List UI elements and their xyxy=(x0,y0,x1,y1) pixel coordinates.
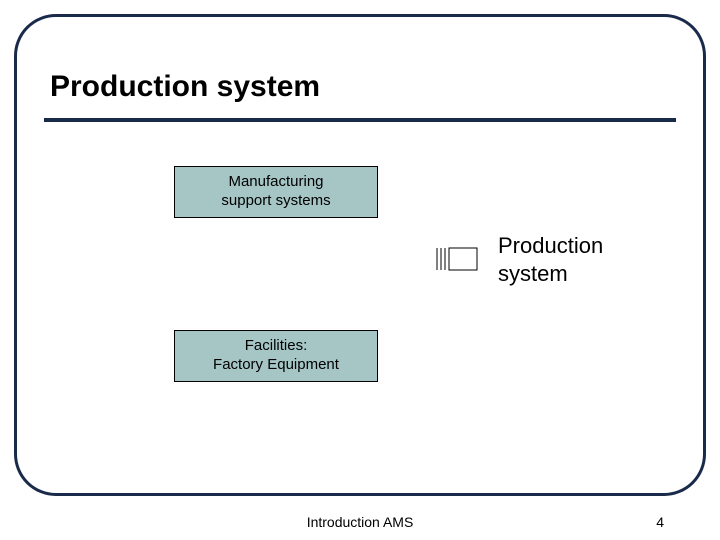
page-number: 4 xyxy=(656,514,664,530)
slide-title: Production system xyxy=(50,70,320,104)
bracket-icon xyxy=(434,246,480,272)
box-manufacturing-line1: Manufacturing xyxy=(228,173,323,190)
footer-center-text: Introduction AMS xyxy=(307,514,414,530)
title-underline xyxy=(44,118,676,122)
production-system-line2: system xyxy=(498,261,568,286)
box-facilities: Facilities: Factory Equipment xyxy=(174,330,378,382)
production-system-line1: Production xyxy=(498,233,603,258)
box-manufacturing-support: Manufacturing support systems xyxy=(174,166,378,218)
box-manufacturing-line2: support systems xyxy=(221,192,330,209)
production-system-label: Production system xyxy=(498,232,603,287)
box-facilities-line1: Facilities: xyxy=(245,337,308,354)
box-facilities-line2: Factory Equipment xyxy=(213,356,339,373)
